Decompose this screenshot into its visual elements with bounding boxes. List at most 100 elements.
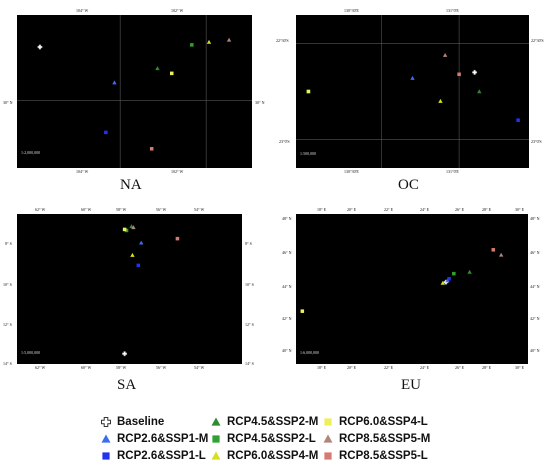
sa-bottom-tick-3: 58° W	[116, 365, 127, 370]
eu-left-tick-5: 40° N	[282, 348, 292, 353]
legend-swatch-rcp45_m	[211, 417, 221, 426]
eu-top-tick-1: 18° E	[317, 207, 327, 212]
sa-map-plot	[122, 224, 180, 357]
sa-left-tick-3: 12° S	[3, 322, 12, 327]
eu-point-rcp60_m	[440, 280, 445, 285]
legend-marker-rcp85_m	[323, 434, 333, 443]
eu-point-rcp26_l	[447, 277, 451, 281]
legend-marker-baseline	[101, 417, 111, 427]
legend-item-rcp26_l: RCP2.6&SSP1-L	[100, 450, 206, 462]
sa-right-tick-3: 12° S	[245, 322, 254, 327]
sa-point-baseline	[122, 351, 128, 357]
eu-bottom-tick-4: 24° E	[420, 365, 430, 370]
na-point-rcp26_l	[104, 130, 108, 135]
eu-point-rcp45_m	[467, 269, 472, 274]
legend: Baseline RCP4.5&SSP2-M RCP6.0&SSP4-L RCP2.6…	[100, 416, 540, 466]
legend-label-rcp60_m: RCP6.0&SSP4-M	[227, 450, 319, 462]
sa-top-tick-4: 56° W	[156, 207, 167, 212]
sa-point-rcp45_l	[124, 228, 129, 233]
sa-bottom-tick-2: 60° W	[81, 365, 92, 370]
legend-item-rcp45_l: RCP4.5&SSP2-L	[210, 433, 316, 445]
na-map-plot	[17, 15, 252, 168]
oc-right-tick-1: 22°30'S	[531, 38, 544, 43]
na-top-tick-1: 104° W	[76, 8, 89, 13]
oc-point-rcp85_l	[457, 72, 461, 77]
sa-scale: 1:5,000,000	[21, 350, 41, 355]
oc-top-tick-1: 130°30'E	[344, 8, 359, 13]
eu-bottom-tick-6: 28° E	[482, 365, 492, 370]
legend-item-baseline: Baseline	[100, 416, 164, 428]
legend-marker-rcp26_m	[101, 434, 111, 443]
sa-region-label: SA	[117, 377, 137, 393]
oc-point-rcp60_m	[438, 98, 443, 103]
legend-swatch-rcp85_l	[324, 452, 332, 460]
sa-left-tick-2: 10° S	[3, 282, 12, 287]
eu-bottom-tick-1: 18° E	[317, 365, 327, 370]
legend-label-rcp26_l: RCP2.6&SSP1-L	[117, 450, 206, 462]
oc-map-plot	[296, 15, 529, 168]
legend-swatch-rcp26_l	[102, 452, 110, 460]
na-point-rcp26_m	[112, 80, 117, 85]
oc-scale: 1:500,000	[300, 151, 317, 156]
na-region-label: NA	[120, 177, 142, 193]
sa-right-tick-1: 8° S	[245, 241, 252, 246]
eu-left-tick-3: 44° N	[282, 284, 292, 289]
eu-right-tick-4: 42° N	[530, 316, 540, 321]
oc-bottom-tick-1: 130°30'E	[344, 169, 359, 174]
oc-left-tick-1: 22°30'S	[276, 38, 289, 43]
oc-top-tick-2: 131°0'E	[446, 8, 459, 13]
na-point-rcp85_l	[149, 147, 154, 151]
legend-item-rcp26_m: RCP2.6&SSP1-M	[100, 433, 208, 445]
sa-top-tick-3: 58° W	[116, 207, 127, 212]
legend-label-rcp45_l: RCP4.5&SSP2-L	[227, 433, 316, 445]
eu-map-plot	[300, 248, 504, 313]
eu-bottom-tick-3: 22° E	[384, 365, 394, 370]
eu-region-label: EU	[401, 377, 421, 393]
oc-point-rcp60_l	[306, 89, 311, 94]
sa-point-rcp85_l	[175, 236, 180, 241]
legend-item-rcp85_m: RCP8.5&SSP5-M	[322, 433, 430, 445]
legend-label-rcp26_m: RCP2.6&SSP1-M	[117, 433, 209, 445]
eu-point-rcp45_l	[452, 271, 456, 276]
sa-top-tick-5: 54° W	[194, 207, 205, 212]
oc-bottom-tick-2: 131°0'E	[446, 169, 459, 174]
legend-marker-rcp45_l	[212, 435, 220, 443]
eu-point-rcp85_l	[491, 248, 496, 252]
sa-point-rcp26_m	[139, 240, 144, 245]
eu-point-rcp85_m	[498, 252, 504, 257]
legend-label-rcp85_l: RCP8.5&SSP5-L	[339, 450, 428, 462]
eu-top-tick-3: 22° E	[384, 207, 394, 212]
legend-swatch-rcp60_m	[211, 451, 221, 460]
legend-marker-rcp26_l	[102, 452, 110, 460]
eu-right-tick-5: 40° N	[530, 348, 540, 353]
legend-marker-rcp60_l	[324, 418, 332, 426]
oc-point-rcp45_m	[477, 89, 482, 94]
sa-map	[17, 214, 242, 364]
eu-point-rcp60_l	[300, 309, 305, 313]
sa-right-tick-2: 10° S	[245, 282, 254, 287]
eu-right-tick-3: 44° N	[530, 284, 540, 289]
eu-left-tick-4: 42° N	[282, 316, 292, 321]
legend-item-rcp45_m: RCP4.5&SSP2-M	[210, 416, 318, 428]
eu-right-tick-2: 46° N	[530, 250, 540, 255]
na-map	[17, 15, 252, 168]
na-point-rcp45_l	[190, 43, 194, 47]
na-right-tick: 30° N	[255, 100, 265, 105]
sa-left-tick-1: 8° S	[5, 241, 12, 246]
oc-region-label: OC	[398, 177, 419, 193]
eu-bottom-tick-5: 26° E	[455, 365, 465, 370]
oc-map	[296, 15, 529, 168]
legend-item-rcp60_l: RCP6.0&SSP4-L	[322, 416, 428, 428]
eu-bottom-tick-2: 20° E	[347, 365, 357, 370]
na-bottom-tick-2: 102° W	[171, 169, 184, 174]
oc-point-rcp26_l	[516, 118, 520, 122]
sa-bottom-tick-4: 56° W	[156, 365, 167, 370]
eu-scale: 1:6,000,000	[300, 350, 320, 355]
legend-marker-rcp85_l	[324, 452, 332, 460]
sa-point-rcp60_l	[122, 227, 127, 232]
na-point-rcp85_m	[226, 37, 232, 42]
eu-top-tick-6: 28° E	[482, 207, 492, 212]
legend-label-rcp45_m: RCP4.5&SSP2-M	[227, 416, 319, 428]
na-point-rcp60_l	[169, 71, 174, 76]
eu-top-tick-2: 20° E	[347, 207, 357, 212]
